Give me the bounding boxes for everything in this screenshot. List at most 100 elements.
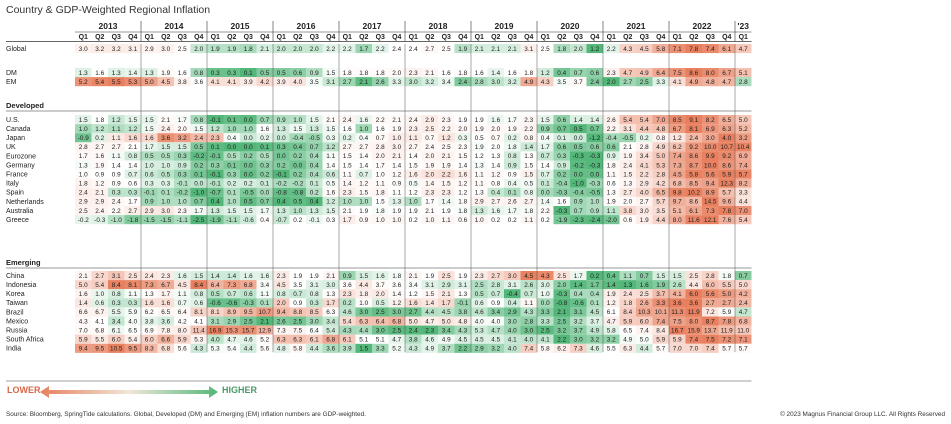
- heat-cell: [735, 115, 752, 125]
- cell-value: 5.4: [95, 79, 104, 86]
- heat-cell: [91, 187, 108, 197]
- heat-cell: [454, 316, 471, 326]
- heat-cell: [355, 196, 372, 206]
- cell-value: 3.9: [244, 79, 253, 86]
- cell-value: 1.2: [359, 181, 368, 188]
- heat-cell: [372, 142, 389, 152]
- cell-value: 3.7: [574, 79, 583, 86]
- cell-value: 1.0: [79, 171, 88, 178]
- heat-cell: [322, 316, 339, 326]
- cell-value: 0.6: [458, 217, 467, 224]
- heat-cell: [355, 187, 372, 197]
- heat-cell: [207, 289, 224, 299]
- heat-cell: [339, 169, 356, 179]
- heat-cell: [91, 298, 108, 308]
- heat-cell: [322, 169, 339, 179]
- cell-value: 1.4: [392, 162, 401, 169]
- heat-cell: [75, 178, 92, 188]
- heat-cell: [223, 151, 240, 161]
- cell-value: 0.1: [244, 70, 253, 77]
- cell-value: 0.6: [607, 181, 616, 188]
- heat-cell: [322, 334, 339, 344]
- cell-value: 5.5: [607, 346, 616, 353]
- cell-value: 4.1: [508, 337, 517, 344]
- heat-cell: [553, 44, 570, 54]
- cell-value: 4.5: [161, 79, 170, 86]
- heat-cell: [273, 289, 290, 299]
- cell-value: 1.4: [590, 117, 599, 124]
- cell-value: 4.9: [590, 327, 599, 334]
- cell-value: 3.0: [310, 318, 319, 325]
- heat-cell: [685, 325, 702, 335]
- heat-cell: [652, 44, 669, 54]
- cell-value: 2.0: [178, 126, 187, 133]
- cell-value: 4.5: [178, 282, 187, 289]
- heat-cell: [273, 169, 290, 179]
- heat-cell: [586, 160, 603, 170]
- cell-value: 0.0: [244, 135, 253, 142]
- cell-value: 2.5: [640, 79, 649, 86]
- heat-cell: [174, 307, 191, 317]
- cell-value: 1.3: [475, 162, 484, 169]
- heat-cell: [669, 206, 686, 216]
- heat-cell: [91, 196, 108, 206]
- cell-value: 6.9: [706, 126, 715, 133]
- cell-value: 1.4: [128, 162, 137, 169]
- cell-value: 2.4: [95, 208, 104, 215]
- heat-cell: [652, 77, 669, 87]
- cell-value: 1.5: [194, 126, 203, 133]
- cell-value: 1.2: [95, 181, 104, 188]
- heat-cell: [669, 298, 686, 308]
- heat-cell: [405, 271, 422, 281]
- heat-cell: [586, 169, 603, 179]
- heat-cell: [438, 298, 455, 308]
- cell-value: 5.2: [79, 79, 88, 86]
- heat-cell: [174, 44, 191, 54]
- heat-cell: [405, 187, 422, 197]
- cell-value: 4.9: [524, 79, 533, 86]
- cell-value: 1.9: [607, 291, 616, 298]
- cell-value: 0.7: [491, 135, 500, 142]
- heat-cell: [405, 68, 422, 78]
- heat-cell: [355, 115, 372, 125]
- cell-value: 1.6: [343, 126, 352, 133]
- heat-cell: [685, 206, 702, 216]
- cell-value: 2.0: [623, 199, 632, 206]
- heat-cell: [207, 178, 224, 188]
- cell-value: 5.4: [326, 327, 335, 334]
- group-label: Emerging: [6, 258, 41, 267]
- cell-value: 0.2: [95, 135, 104, 142]
- heat-cell: [603, 178, 620, 188]
- heat-cell: [537, 289, 554, 299]
- heat-cell: [735, 169, 752, 179]
- cell-value: 4.1: [211, 79, 220, 86]
- cell-value: 2.4: [623, 291, 632, 298]
- heat-cell: [273, 151, 290, 161]
- heat-cell: [669, 44, 686, 54]
- heat-cell: [141, 169, 158, 179]
- heat-cell: [438, 68, 455, 78]
- heat-cell: [405, 77, 422, 87]
- cell-value: 5.1: [739, 70, 748, 77]
- cell-value: 15.9: [688, 327, 701, 334]
- heat-cell: [520, 133, 537, 143]
- heat-cell: [223, 206, 240, 216]
- heat-cell: [207, 77, 224, 87]
- heat-cell: [471, 206, 488, 216]
- heat-cell: [421, 178, 438, 188]
- heat-cell: [652, 215, 669, 225]
- cell-value: 5.6: [706, 291, 715, 298]
- heat-cell: [124, 124, 141, 134]
- cell-value: 8.9: [227, 309, 236, 316]
- heat-cell: [372, 271, 389, 281]
- heat-cell: [487, 133, 504, 143]
- cell-value: -0.2: [193, 153, 204, 160]
- cell-value: 3.0: [161, 208, 170, 215]
- heat-cell: [306, 77, 323, 87]
- heat-cell: [487, 77, 504, 87]
- heat-cell: [405, 298, 422, 308]
- heat-cell: [75, 77, 92, 87]
- heat-cell: [735, 206, 752, 216]
- cell-value: 4.3: [623, 46, 632, 53]
- cell-value: 3.0: [574, 337, 583, 344]
